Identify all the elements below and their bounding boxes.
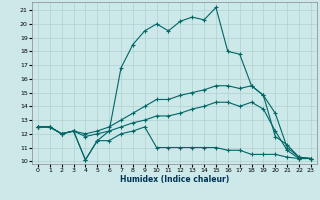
X-axis label: Humidex (Indice chaleur): Humidex (Indice chaleur) [120,175,229,184]
